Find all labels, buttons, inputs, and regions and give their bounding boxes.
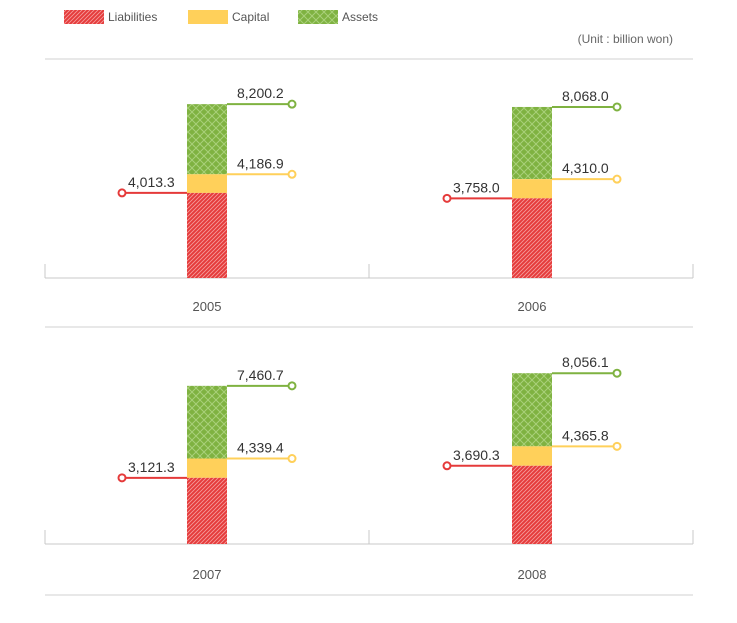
legend-item-assets: Assets [298,10,378,24]
legend-label-capital: Capital [232,10,269,24]
marker-assets-2008 [612,368,622,378]
label-liabilities-2005: 4,013.3 [128,174,175,190]
bar-assets-2008 [512,373,552,447]
label-capital-2006: 4,310.0 [562,160,609,176]
legend-item-liabilities: Liabilities [64,10,157,24]
bar-capital-2008 [512,446,552,466]
bar-liabilities-2005 [187,192,227,278]
unit-label: (Unit : billion won) [578,32,673,46]
label-liabilities-2006: 3,758.0 [453,179,500,195]
label-liabilities-2008: 3,690.3 [453,447,500,463]
marker-assets-2007 [287,381,297,391]
marker-capital-2005 [287,169,297,179]
marker-liabilities-2006 [442,193,452,203]
label-assets-2006: 8,068.0 [562,88,609,104]
legend-label-assets: Assets [342,10,378,24]
marker-capital-2007 [287,454,297,464]
chart-panels: 4,013.3 8,200.2 4,186.9 2005 3,758.0 8,068.0 4… [117,85,622,582]
legend: Liabilities Capital Assets [64,10,378,24]
marker-capital-2008 [612,441,622,451]
year-label-2005: 2005 [193,299,222,314]
label-assets-2008: 8,056.1 [562,354,609,370]
year-label-2007: 2007 [193,567,222,582]
legend-swatch-capital [188,10,228,24]
label-capital-2008: 4,365.8 [562,427,609,443]
panel-2008: 3,690.3 8,056.1 4,365.8 2008 [442,354,622,582]
marker-liabilities-2007 [117,473,127,483]
bar-liabilities-2007 [187,477,227,544]
bar-capital-2006 [512,179,552,199]
bar-assets-2006 [512,106,552,180]
label-capital-2005: 4,186.9 [237,155,284,171]
marker-assets-2005 [287,99,297,109]
marker-liabilities-2008 [442,461,452,471]
panel-2007: 3,121.3 7,460.7 4,339.4 2007 [117,367,297,582]
legend-swatch-assets [298,10,338,24]
bar-capital-2005 [187,174,227,193]
bar-assets-2007 [187,385,227,459]
legend-swatch-liabilities [64,10,104,24]
legend-item-capital: Capital [188,10,269,24]
label-assets-2007: 7,460.7 [237,367,284,383]
year-label-2008: 2008 [518,567,547,582]
bar-assets-2005 [187,104,227,175]
label-capital-2007: 4,339.4 [237,440,284,456]
panel-2006: 3,758.0 8,068.0 4,310.0 2006 [442,88,622,314]
panel-2005: 4,013.3 8,200.2 4,186.9 2005 [117,85,297,314]
baseline-row-2 [44,530,694,545]
legend-label-liabilities: Liabilities [108,10,157,24]
label-assets-2005: 8,200.2 [237,85,284,101]
bar-liabilities-2006 [512,198,552,278]
baseline-row-1 [44,264,694,279]
label-liabilities-2007: 3,121.3 [128,459,175,475]
marker-capital-2006 [612,174,622,184]
bar-capital-2007 [187,458,227,478]
bar-liabilities-2008 [512,465,552,544]
marker-assets-2006 [612,102,622,112]
marker-liabilities-2005 [117,188,127,198]
year-label-2006: 2006 [518,299,547,314]
